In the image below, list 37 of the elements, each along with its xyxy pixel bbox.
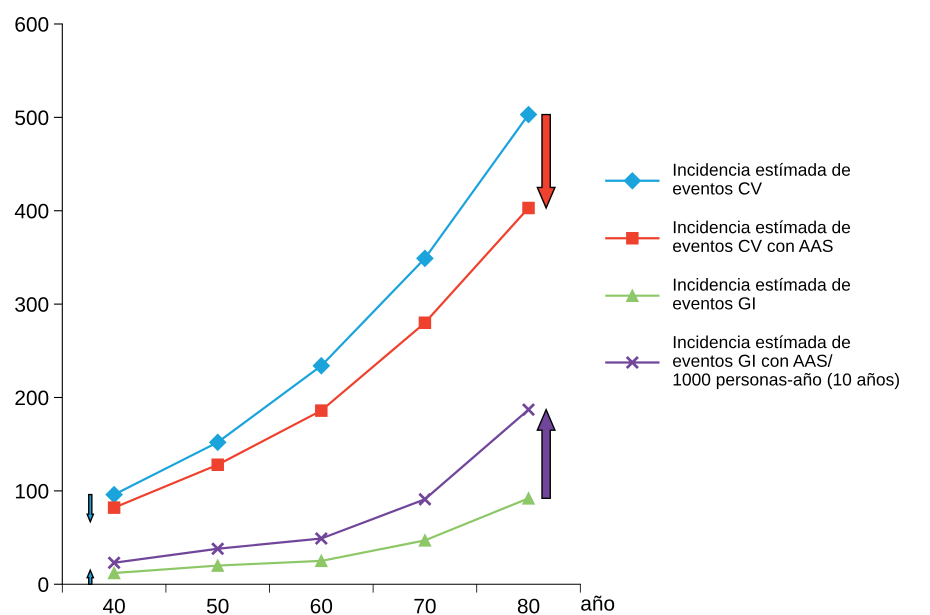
y-tick-label: 0: [38, 577, 48, 592]
point: [522, 402, 536, 417]
y-tick-label: 600: [15, 16, 48, 32]
x-tick-label: 70: [414, 598, 436, 614]
x-tick-label: 50: [206, 598, 228, 614]
legend-label: Incidencia estímada de eventos GI con AAS/ 1000 personas-año (10 años): [673, 335, 899, 390]
point: [211, 458, 224, 471]
point: [522, 492, 535, 505]
point: [520, 106, 538, 124]
point: [106, 486, 123, 504]
point: [315, 554, 328, 568]
point: [209, 434, 226, 451]
x-tick-label: 80: [518, 598, 540, 614]
y-tick-label: 200: [15, 390, 48, 406]
point: [108, 501, 120, 514]
y-tick-label: 500: [15, 110, 48, 126]
legend-label: Incidencia estímada de eventos CV: [673, 162, 850, 195]
y-tick-label: 400: [14, 204, 48, 218]
point: [312, 357, 330, 374]
point: [416, 250, 434, 267]
point: [522, 202, 535, 214]
point: [107, 556, 122, 570]
x-tick-label: 40: [103, 598, 125, 614]
y-tick-label: 300: [15, 297, 48, 312]
point: [211, 559, 224, 572]
point: [108, 566, 120, 580]
point: [418, 534, 432, 547]
point: [418, 492, 432, 506]
y-tick-label: 100: [16, 484, 48, 499]
point: [315, 404, 328, 417]
legend-label: Incidencia estímada de eventos CV con AAS: [673, 220, 850, 252]
point: [418, 316, 432, 330]
point: [314, 532, 328, 546]
x-tick-label: 60: [310, 598, 332, 614]
x-axis-title: año: [581, 596, 614, 611]
legend-label: Incidencia estímada de eventos GI: [673, 278, 850, 310]
point: [210, 542, 225, 556]
